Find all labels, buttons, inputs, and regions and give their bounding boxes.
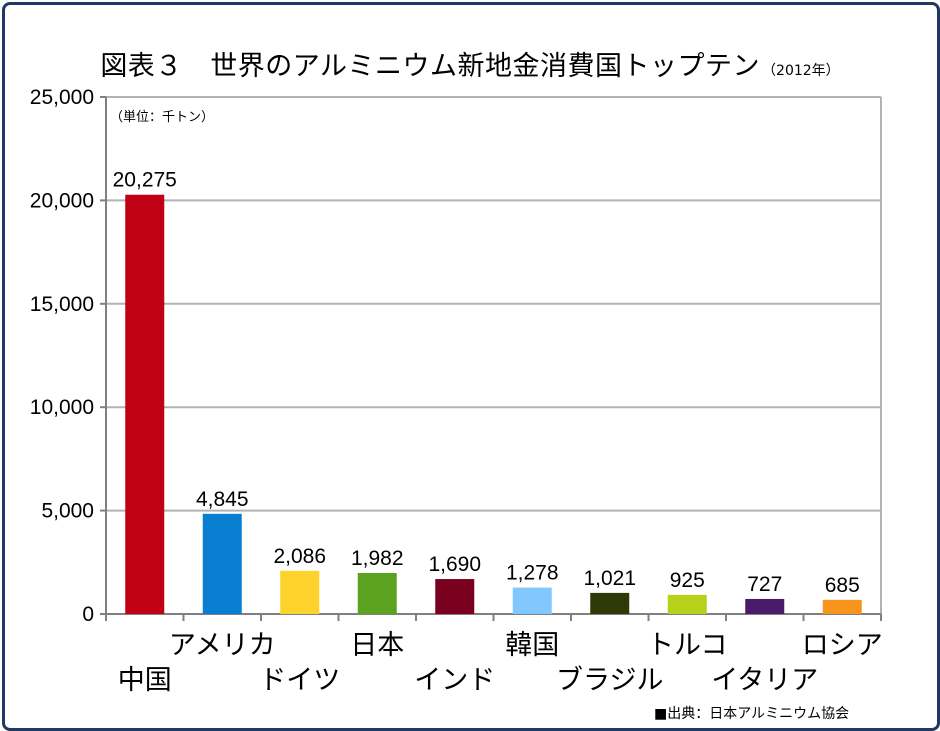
category-label: トルコ <box>647 630 727 661</box>
value-label: 1,021 <box>583 567 636 590</box>
value-label: 20,275 <box>113 169 177 192</box>
value-label: 685 <box>825 574 860 597</box>
chart-year-note: （2012年） <box>762 63 840 79</box>
value-label: 1,982 <box>351 547 404 570</box>
category-label: ロシア <box>802 630 883 661</box>
chart-title: 図表３ 世界のアルミニウム新地金消費国トップテン <box>100 51 761 82</box>
bar <box>280 570 320 614</box>
bar <box>822 599 862 614</box>
bar <box>435 579 475 614</box>
value-label: 727 <box>747 573 782 596</box>
bar <box>590 592 630 614</box>
y-tick-label: 5,000 <box>41 500 94 523</box>
value-labels: 20,275 4,845 2,086 1,982 1,690 1,278 1,021 925 7… <box>113 169 860 597</box>
value-label: 1,690 <box>428 553 481 576</box>
category-label: アメリカ <box>169 630 276 661</box>
bars <box>125 194 862 614</box>
source-note: ■出典：日本アルミニウム協会 <box>654 706 850 722</box>
y-tick-label: 10,000 <box>30 396 94 419</box>
category-label: インド <box>414 665 495 696</box>
y-tick-labels: 0 5,000 10,000 15,000 20,000 25,000 <box>30 86 94 626</box>
category-label: ドイツ <box>259 665 340 696</box>
value-label: 1,278 <box>506 562 559 585</box>
bar <box>125 194 165 614</box>
category-label: 日本 <box>350 630 404 661</box>
value-label: 925 <box>670 569 705 592</box>
category-label: 中国 <box>118 665 172 696</box>
value-label: 4,845 <box>196 488 249 511</box>
unit-note: （単位：千トン） <box>110 109 214 125</box>
y-tick-label: 0 <box>82 603 94 626</box>
category-label: 韓国 <box>505 630 559 661</box>
category-label: イタリア <box>711 665 818 696</box>
bar <box>357 573 397 614</box>
grid-lines <box>106 96 882 614</box>
y-tick-label: 25,000 <box>30 86 94 109</box>
chart-title-row: 図表３ 世界のアルミニウム新地金消費国トップテン （2012年） <box>0 44 940 83</box>
y-tick-label: 20,000 <box>30 189 94 212</box>
bar <box>202 513 242 614</box>
value-label: 2,086 <box>273 545 326 568</box>
bar <box>667 594 707 614</box>
category-label: ブラジル <box>556 665 663 696</box>
y-tick-label: 15,000 <box>30 293 94 316</box>
bar <box>745 598 785 614</box>
bar <box>512 587 552 614</box>
